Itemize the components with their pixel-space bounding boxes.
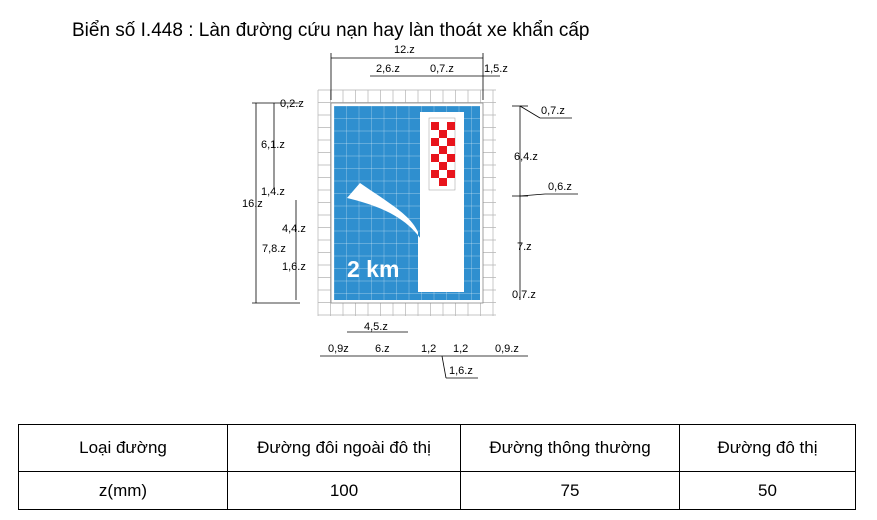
dim-left-total: 16.z [242, 198, 263, 210]
table-header-cell: Đường đô thị [679, 424, 856, 472]
table-cell: 50 [679, 471, 856, 510]
size-table: Loại đường Đường đôi ngoài đô thị Đường … [18, 424, 856, 510]
dim-right-mid: 0,6.z [548, 181, 572, 193]
dim-bottom-a: 0,9z [328, 343, 349, 355]
dimension-labels: 12.z 2,6.z 0,7.z 1,5.z 0,2.z 6,1.z 1,4.z… [242, 44, 572, 377]
barrier-block [447, 122, 455, 130]
table-row: z(mm) 100 75 50 [18, 471, 856, 510]
table-cell: 100 [227, 471, 461, 510]
dim-left-lower2: 7,8.z [262, 243, 286, 255]
dim-left-mid: 1,4.z [261, 186, 285, 198]
barrier-block [431, 154, 439, 162]
diverging-lane-arrow-icon [347, 183, 432, 292]
dim-right-lower: 7.z [517, 241, 532, 253]
table-header-row: Loại đường Đường đôi ngoài đô thị Đường … [18, 424, 856, 472]
dim-bottom-arrow: 4,5.z [364, 321, 388, 333]
dim-left-lower1: 4,4.z [282, 223, 306, 235]
dim-top-mid: 0,7.z [430, 63, 454, 75]
barrier-block [439, 162, 447, 170]
barrier-block [439, 146, 447, 154]
table-header-cell: Đường thông thường [460, 424, 680, 472]
barrier-block [431, 122, 439, 130]
barrier-block [431, 170, 439, 178]
barrier-block [431, 138, 439, 146]
dimension-lines [252, 53, 578, 379]
barrier-block [439, 178, 447, 186]
sign-diagram: 2 km 12.z 2,6.z 0,7.z 1,5.z 0,2.z 6,1.z … [242, 44, 578, 379]
straight-lane-stem [437, 196, 456, 292]
sign-distance-text: 2 km [347, 256, 399, 282]
barrier-block [447, 170, 455, 178]
dim-left-lower3: 1,6.z [282, 261, 306, 273]
barrier-block [439, 130, 447, 138]
table-cell: z(mm) [18, 471, 228, 510]
table-cell: 75 [460, 471, 680, 510]
dim-bottom-f: 1,6.z [449, 365, 473, 377]
dim-top-right: 1,5.z [484, 63, 508, 75]
dim-left-top: 0,2.z [280, 98, 304, 110]
dim-right-upper: 6,4.z [514, 151, 538, 163]
dim-top-left: 2,6.z [376, 63, 400, 75]
dim-bottom-e: 0,9.z [495, 343, 519, 355]
dim-right-bottom: 0,7.z [512, 289, 536, 301]
dim-bottom-d: 1,2 [453, 343, 468, 355]
table-header-cell: Loại đường [18, 424, 228, 472]
barrier-block [447, 138, 455, 146]
dim-bottom-c: 1,2 [421, 343, 436, 355]
table-header-cell: Đường đôi ngoài đô thị [227, 424, 461, 472]
barrier-icon [431, 122, 455, 186]
dim-bottom-b: 6.z [375, 343, 390, 355]
dim-top-total: 12.z [394, 44, 415, 56]
dim-left-upper: 6,1.z [261, 139, 285, 151]
barrier-block [447, 154, 455, 162]
dim-right-top: 0,7.z [541, 105, 565, 117]
page-title: Biển số I.448 : Làn đường cứu nạn hay là… [72, 20, 590, 41]
